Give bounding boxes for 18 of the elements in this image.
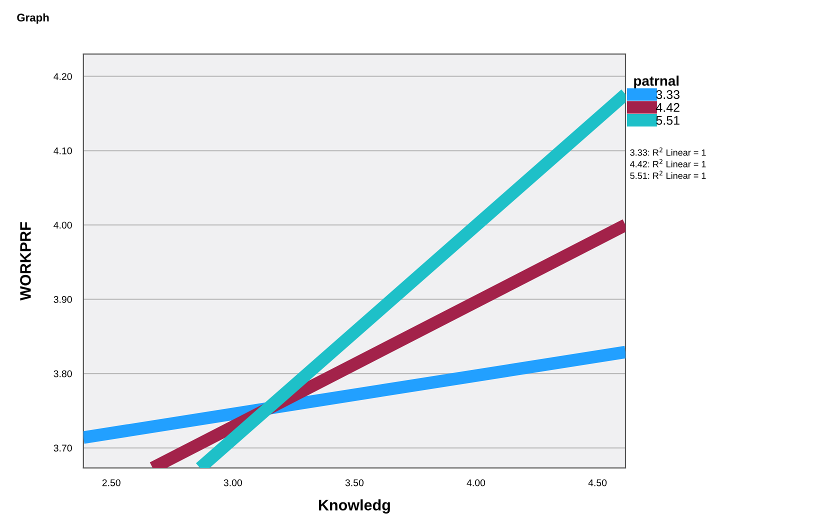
legend-title: patrnal: [634, 76, 679, 89]
x-tick-label: 3.50: [345, 479, 364, 486]
x-tick-label: 2.50: [102, 479, 120, 486]
text: 4.42: R$^{2}$ Linear = 1: [630, 159, 706, 168]
y-axis-title: WORKPRF: [20, 222, 31, 300]
x-axis-title: Knowledg: [318, 499, 390, 514]
x-tick-label: 4.00: [466, 479, 486, 486]
x-tick-label: 3.00: [224, 479, 242, 486]
y-tick-label: 3.80: [54, 370, 72, 378]
y-tick-label: 4.20: [54, 73, 72, 80]
chart-title: Graph: [17, 13, 49, 24]
y-tick-label: 4.10: [54, 147, 72, 154]
text: 5.51: R$^{2}$ Linear = 1: [630, 170, 706, 179]
y-tick-label: 3.90: [54, 296, 72, 303]
y-tick-label: 4.00: [54, 222, 72, 229]
x-tick-label: 4.50: [588, 479, 607, 486]
y-tick-label: 3.70: [54, 444, 72, 452]
text: 3.33: R$^{2}$ Linear = 1: [630, 148, 706, 156]
